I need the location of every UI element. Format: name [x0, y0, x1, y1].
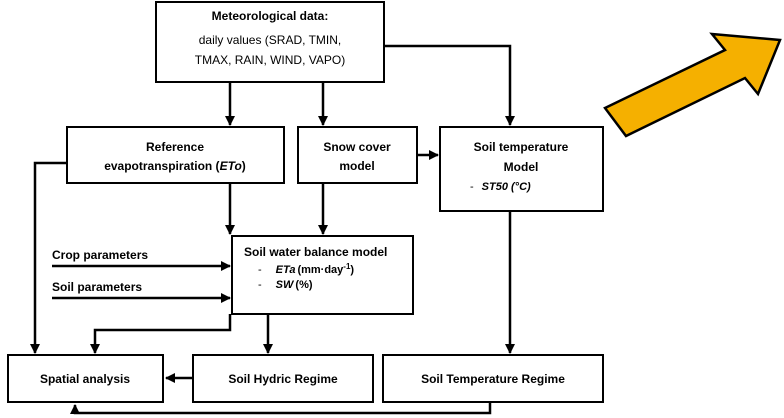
box-spatial	[7, 354, 164, 403]
meteo-line: TMAX, RAIN, WIND, VAPO)	[195, 53, 345, 67]
connectors	[30, 44, 515, 415]
unit: (mm·day	[297, 264, 344, 276]
eto-line: Reference	[146, 140, 204, 154]
orange-arrow	[603, 32, 782, 138]
sup: -1	[343, 262, 351, 271]
box-water-balance	[231, 235, 414, 315]
eto-text: evapotranspiration (	[104, 159, 219, 173]
close: )	[350, 264, 354, 276]
input-label: Soil parameters	[52, 280, 142, 294]
box-snow	[297, 126, 418, 184]
eto-close: )	[242, 159, 246, 173]
water-item: - SW (%)	[258, 279, 313, 291]
snow-line: model	[339, 159, 374, 173]
hydric-label: Soil Hydric Regime	[228, 372, 338, 386]
box-eto	[66, 126, 285, 184]
water-title: Soil water balance model	[244, 245, 387, 259]
spatial-label: Spatial analysis	[40, 372, 130, 386]
bullet: -	[470, 181, 474, 193]
bullet: -	[258, 279, 262, 291]
meteo-line: daily values (SRAD, TMIN,	[199, 33, 341, 47]
box-meteo	[155, 1, 385, 83]
eto-line: evapotranspiration (ETo)	[104, 159, 246, 173]
item: ST50 (°C)	[482, 181, 531, 193]
meteo-title: Meteorological data:	[212, 9, 329, 23]
soil-temp-item: - ST50 (°C)	[470, 181, 531, 193]
bullet: -	[258, 264, 262, 276]
box-soil-temp	[439, 126, 604, 212]
temp-regime-label: Soil Temperature Regime	[421, 372, 565, 386]
box-temp-regime	[382, 354, 604, 403]
symbol: ETa	[276, 264, 296, 276]
box-hydric	[192, 354, 374, 403]
input-label: Crop parameters	[52, 248, 148, 262]
soil-temp-line: Model	[504, 160, 539, 174]
soil-temp-line: Soil temperature	[474, 140, 569, 154]
symbol: SW	[276, 279, 295, 291]
water-item: - ETa (mm·day-1)	[258, 262, 354, 276]
unit: (%)	[295, 279, 312, 291]
eto-symbol: ETo	[220, 159, 242, 173]
snow-line: Snow cover	[323, 140, 391, 154]
